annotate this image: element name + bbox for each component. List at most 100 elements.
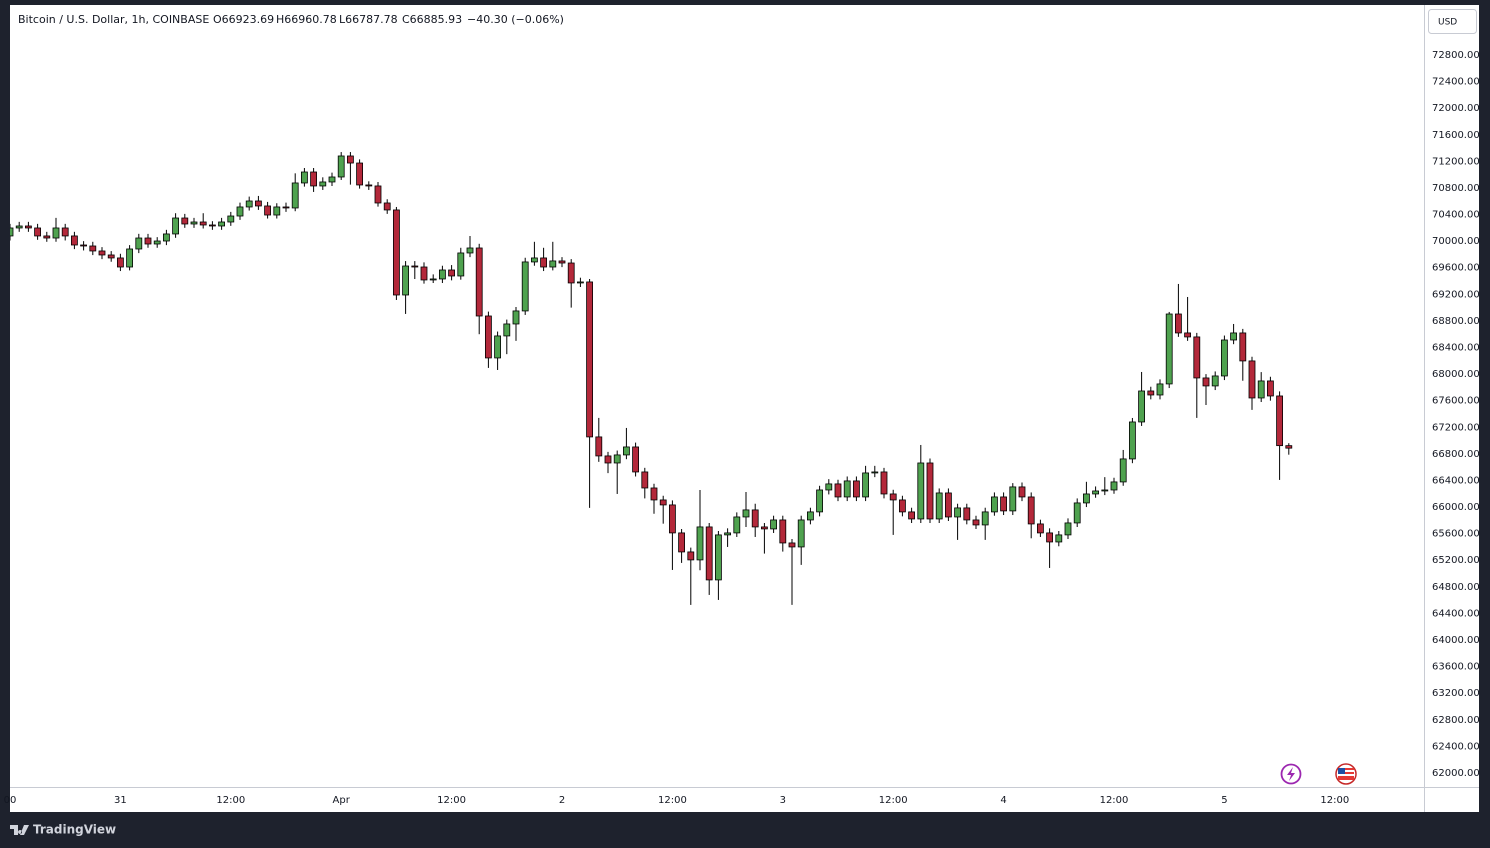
y-tick-label: 65600.00 — [1432, 529, 1480, 540]
candle-body — [1138, 390, 1145, 423]
candle-body — [558, 260, 566, 264]
candle-body — [788, 542, 796, 548]
candle-body — [494, 335, 502, 359]
y-tick-label: 67200.00 — [1432, 422, 1480, 433]
candle-body — [383, 202, 391, 211]
candle-body — [365, 184, 373, 187]
currency-label[interactable]: USD — [1438, 18, 1457, 28]
candle-body — [1230, 332, 1237, 341]
candle-body — [457, 252, 465, 277]
y-tick-label: 72400.00 — [1432, 77, 1480, 88]
plot — [10, 152, 1293, 605]
x-tick-label: 12:00 — [216, 795, 245, 806]
candle-body — [816, 489, 823, 513]
candle-body — [236, 206, 244, 217]
y-tick-label: 70000.00 — [1432, 236, 1480, 247]
lightning-icon[interactable] — [1280, 763, 1302, 785]
candle-body — [751, 509, 759, 528]
candle-body — [807, 511, 814, 521]
candle-body — [632, 446, 639, 473]
y-tick-label: 71600.00 — [1432, 130, 1480, 141]
candle-body — [696, 526, 704, 561]
candle-body — [531, 257, 538, 263]
candle-body — [945, 492, 952, 518]
candle-body — [245, 200, 253, 208]
candle-body — [264, 205, 272, 216]
candle-body — [641, 471, 649, 489]
candle-body — [659, 499, 667, 506]
y-tick-label: 62400.00 — [1432, 741, 1480, 752]
candle-body — [475, 247, 483, 317]
candle-body — [954, 507, 961, 518]
x-tick-label: Apr — [333, 795, 351, 806]
candle-body — [356, 162, 364, 186]
candle-body — [199, 221, 207, 226]
candle-body — [862, 472, 869, 498]
candle-body — [162, 233, 170, 242]
candle-body — [254, 200, 262, 207]
candle-body — [1129, 421, 1136, 460]
candle-body — [604, 455, 612, 464]
candle-body — [825, 483, 833, 491]
y-tick-label: 69200.00 — [1432, 289, 1480, 300]
candle-body — [1119, 458, 1127, 483]
legend-open: O66923.69 — [213, 13, 274, 26]
candle-body — [1092, 490, 1099, 495]
candle-body — [429, 278, 437, 281]
candle-body — [1267, 380, 1274, 397]
candle-body — [1009, 486, 1017, 512]
candle-body — [135, 237, 143, 250]
candle-body — [1221, 339, 1228, 377]
candle-body — [1202, 377, 1210, 387]
candle-body — [1037, 523, 1044, 534]
candle-body — [1211, 375, 1219, 387]
candle-body — [1165, 313, 1173, 385]
x-tick-label: 12:00 — [1320, 795, 1349, 806]
candle-body — [991, 496, 998, 513]
candle-body — [1239, 332, 1247, 362]
y-tick-label: 66000.00 — [1432, 502, 1480, 513]
candle-body — [761, 526, 768, 530]
candle-body — [1248, 360, 1256, 399]
tradingview-logo — [10, 825, 29, 835]
y-tick-label: 66400.00 — [1432, 475, 1480, 486]
legend-change: −40.30 (−0.06%) — [467, 13, 564, 26]
candle-body — [319, 181, 327, 187]
flag-icon[interactable] — [1335, 763, 1357, 785]
candle-body — [715, 534, 722, 581]
y-tick-label: 71200.00 — [1432, 156, 1480, 167]
candle-body — [438, 269, 446, 280]
candle-body — [512, 310, 520, 325]
x-tick-label: 00 — [4, 795, 17, 806]
legend-high: H66960.78 — [276, 13, 337, 26]
candle-body — [98, 250, 106, 256]
y-tick-label: 70400.00 — [1432, 210, 1480, 221]
candle-body — [1110, 481, 1118, 491]
candle-body — [981, 511, 989, 526]
candle-body — [1101, 489, 1109, 492]
chart-area — [10, 5, 1479, 812]
y-tick-label: 67600.00 — [1432, 396, 1480, 407]
candle-body — [908, 511, 915, 520]
candle-body — [448, 269, 456, 277]
x-tick-label: 3 — [780, 795, 786, 806]
candle-body — [208, 224, 216, 227]
candle-body — [10, 227, 14, 237]
currency-button[interactable] — [1428, 9, 1477, 34]
candle-body — [1257, 380, 1265, 399]
candle-body — [310, 171, 318, 187]
candle-body — [346, 155, 354, 164]
candle-body — [586, 281, 593, 438]
candle-body — [43, 235, 51, 239]
candle-body — [420, 266, 428, 281]
candle-body — [117, 257, 124, 268]
candle-body — [484, 315, 492, 359]
candle-body — [899, 499, 906, 513]
candle-body — [521, 261, 529, 312]
y-tick-label: 65200.00 — [1432, 555, 1480, 566]
candle-body — [1055, 534, 1063, 543]
candle-body — [834, 483, 842, 498]
candle-body — [972, 519, 980, 526]
